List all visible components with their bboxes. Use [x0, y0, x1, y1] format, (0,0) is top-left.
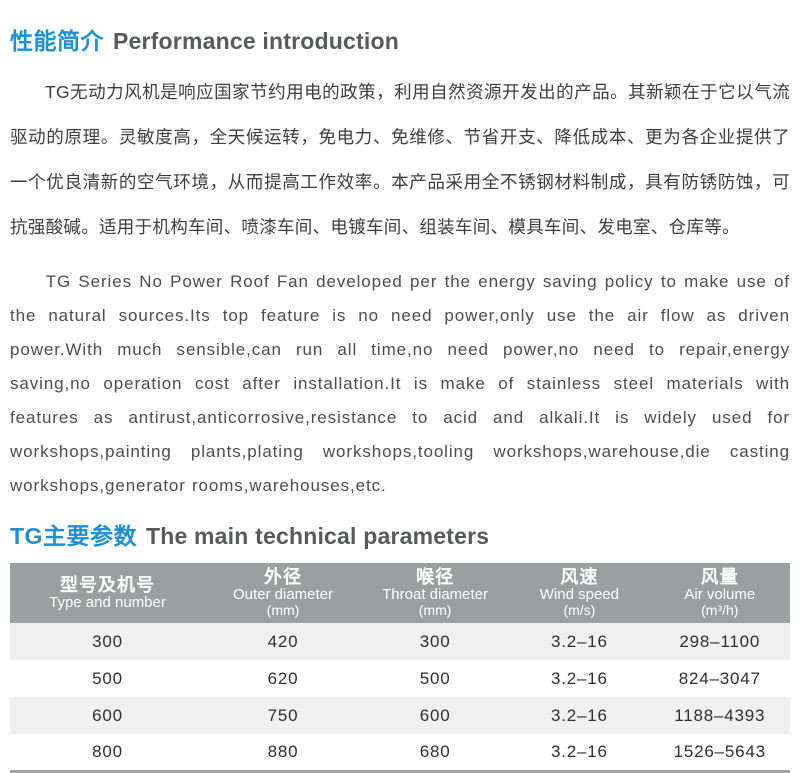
table-cell: 298–1100: [679, 631, 761, 651]
table-cell: 800: [92, 741, 123, 761]
parameters-heading: TG主要参数 The main technical parameters: [10, 503, 790, 551]
parameters-title-zh: TG主要参数: [10, 523, 137, 549]
column-header-wind-speed: 风速 Wind speed (m/s): [509, 563, 650, 623]
table-cell: 300: [92, 631, 123, 651]
table-row-500: 500 620 500 3.2–16 824–3047: [10, 660, 790, 697]
column-header-throat-diameter: 喉径 Throat diameter (mm): [361, 563, 510, 623]
table-cell: 680: [419, 741, 451, 761]
table-cell: 3.2–16: [550, 668, 608, 688]
table-cell: 3.2–16: [550, 741, 608, 761]
table-row-600: 600 750 600 3.2–16 1188–4393: [10, 697, 790, 734]
table-cell: 880: [267, 741, 299, 761]
parameters-table: 型号及机号 Type and number 外径 Outer diameter …: [10, 563, 790, 773]
table-cell: 750: [267, 705, 299, 725]
table-cell: 500: [92, 668, 123, 688]
performance-intro-title-en: Performance introduction: [113, 28, 399, 54]
table-row-300: 300 420 300 3.2–16 298–1100: [10, 623, 790, 660]
table-cell: 300: [419, 631, 451, 651]
parameters-title-en: The main technical parameters: [145, 523, 490, 549]
performance-intro-title-zh: 性能简介: [10, 28, 104, 54]
column-header-outer-diameter: 外径 Outer diameter (mm): [205, 563, 361, 623]
table-cell: 1188–4393: [674, 705, 766, 725]
table-row-800: 800 880 680 3.2–16 1526–5643: [10, 734, 790, 771]
table-cell: 600: [92, 705, 123, 725]
column-header-air-volume: 风量 Air volume (m³/h): [649, 563, 790, 623]
table-cell: 3.2–16: [550, 705, 608, 725]
intro-paragraph-english: TG Series No Power Roof Fan developed pe…: [10, 272, 790, 495]
table-cell: 3.2–16: [550, 631, 608, 651]
table-cell: 600: [419, 705, 451, 725]
performance-intro-heading: 性能简介 Performance introduction: [10, 0, 790, 56]
table-cell: 824–3047: [678, 668, 761, 688]
column-header-type-number: 型号及机号 Type and number: [10, 563, 205, 623]
parameters-table-body: 300 420 300 3.2–16 298–1100 500 620 500 …: [10, 623, 790, 771]
table-cell: 620: [267, 668, 299, 688]
intro-paragraph-chinese: TG无动力风机是响应国家节约用电的政策，利用自然资源开发出的产品。其新颖在于它以…: [10, 82, 790, 237]
table-cell: 420: [267, 631, 299, 651]
parameters-table-header: 型号及机号 Type and number 外径 Outer diameter …: [10, 563, 790, 623]
table-cell: 1526–5643: [673, 741, 766, 761]
table-cell: 500: [419, 668, 451, 688]
